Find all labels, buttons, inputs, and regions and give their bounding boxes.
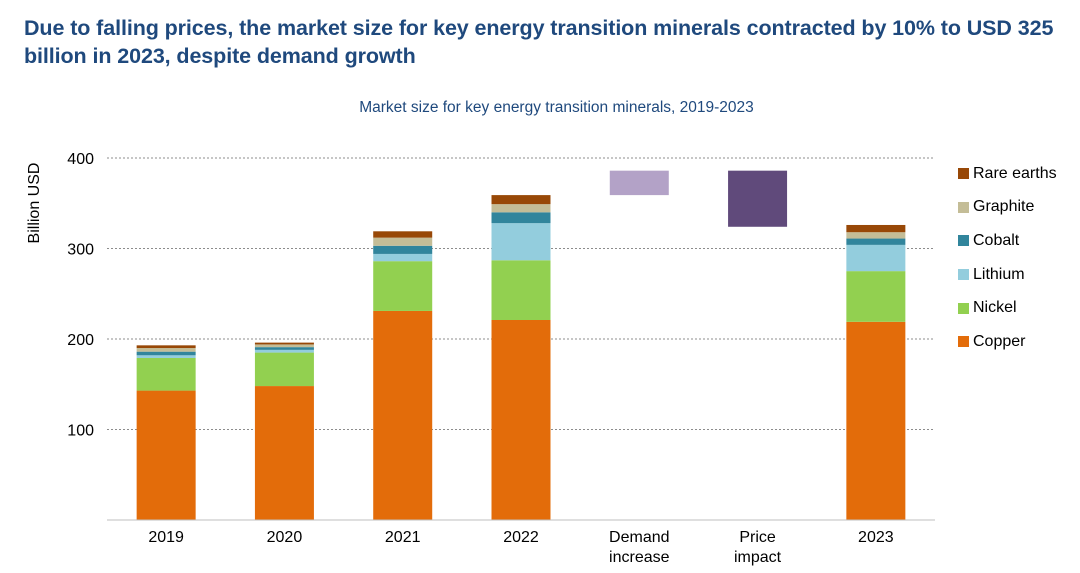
legend-label: Graphite <box>973 198 1035 216</box>
x-tick-label: 2021 <box>385 529 421 546</box>
x-tick-label: 2022 <box>503 529 539 546</box>
bar-segment-graphite <box>491 204 551 213</box>
bar-segment-graphite <box>846 232 906 239</box>
bar-segment-cobalt <box>846 238 906 245</box>
x-tick-label: 2020 <box>267 529 303 546</box>
bar-segment-nickel <box>254 352 314 387</box>
x-tick-label: Demand increase <box>609 529 670 566</box>
bar-segment-copper <box>846 321 906 520</box>
bar-segment-nickel <box>373 261 433 311</box>
bar-segment-nickel <box>136 358 196 391</box>
bar-segment-copper <box>136 390 196 520</box>
legend-item-nickel: Nickel <box>958 291 1057 325</box>
bar-segment-lithium <box>254 349 314 353</box>
legend-label: Copper <box>973 332 1026 350</box>
bar-segment-lithium <box>846 244 906 272</box>
waterfall-bar-demand-increase <box>609 170 669 196</box>
bar-segment-rare-earths <box>136 345 196 349</box>
bar-segment-lithium <box>491 223 551 261</box>
bar-segment-rare-earths <box>254 342 314 345</box>
bar-segment-cobalt <box>491 212 551 224</box>
legend-swatch <box>958 168 969 180</box>
y-tick-label: 400 <box>67 151 94 168</box>
y-tick-labels: 100 200 300 400 <box>67 151 94 440</box>
y-axis-label: Billion USD <box>26 163 43 244</box>
bar-segment-copper <box>373 310 433 520</box>
bar-segment-rare-earths <box>846 224 906 233</box>
legend-swatch <box>958 336 969 348</box>
legend-label: Cobalt <box>973 231 1020 249</box>
bar-segment-graphite <box>254 344 314 348</box>
legend-swatch <box>958 235 969 247</box>
x-tick-label: 2019 <box>148 529 184 546</box>
x-tick-label: Price impact <box>734 529 782 566</box>
x-tick-label: 2023 <box>858 529 894 546</box>
bar-segment-cobalt <box>373 245 433 254</box>
chart-title: Market size for key energy transition mi… <box>359 99 754 116</box>
bar-segment-nickel <box>491 260 551 320</box>
legend: Rare earths Graphite Cobalt Lithium Nickel Co… <box>958 157 1057 359</box>
legend-swatch <box>958 269 969 281</box>
legend-label: Rare earths <box>973 164 1057 182</box>
waterfall-bar-price-impact <box>728 170 788 227</box>
x-tick-labels: 2019 2020 2021 2022 Demand increase Price impac… <box>148 529 893 566</box>
bar-segment-rare-earths <box>491 195 551 205</box>
bar-segment-cobalt <box>254 347 314 350</box>
legend-item-copper: Copper <box>958 325 1057 359</box>
bar-segment-graphite <box>136 348 196 352</box>
legend-label: Nickel <box>973 299 1017 317</box>
bars <box>136 170 906 520</box>
bar-segment-rare-earths <box>373 231 433 238</box>
headline: Due to falling prices, the market size f… <box>24 16 1054 68</box>
legend-item-rare-earths: Rare earths <box>958 157 1057 191</box>
bar-segment-copper <box>491 319 551 520</box>
legend-item-graphite: Graphite <box>958 191 1057 225</box>
bar-segment-lithium <box>373 253 433 262</box>
legend-swatch <box>958 302 969 314</box>
y-tick-label: 300 <box>67 242 94 259</box>
y-tick-label: 200 <box>67 332 94 349</box>
bar-segment-nickel <box>846 271 906 322</box>
legend-item-cobalt: Cobalt <box>958 224 1057 258</box>
bar-segment-cobalt <box>136 351 196 356</box>
bar-segment-copper <box>254 386 314 520</box>
legend-item-lithium: Lithium <box>958 258 1057 292</box>
legend-label: Lithium <box>973 265 1025 283</box>
legend-swatch <box>958 201 969 213</box>
y-tick-label: 100 <box>67 423 94 440</box>
bar-segment-graphite <box>373 237 433 246</box>
bar-segment-lithium <box>136 355 196 359</box>
